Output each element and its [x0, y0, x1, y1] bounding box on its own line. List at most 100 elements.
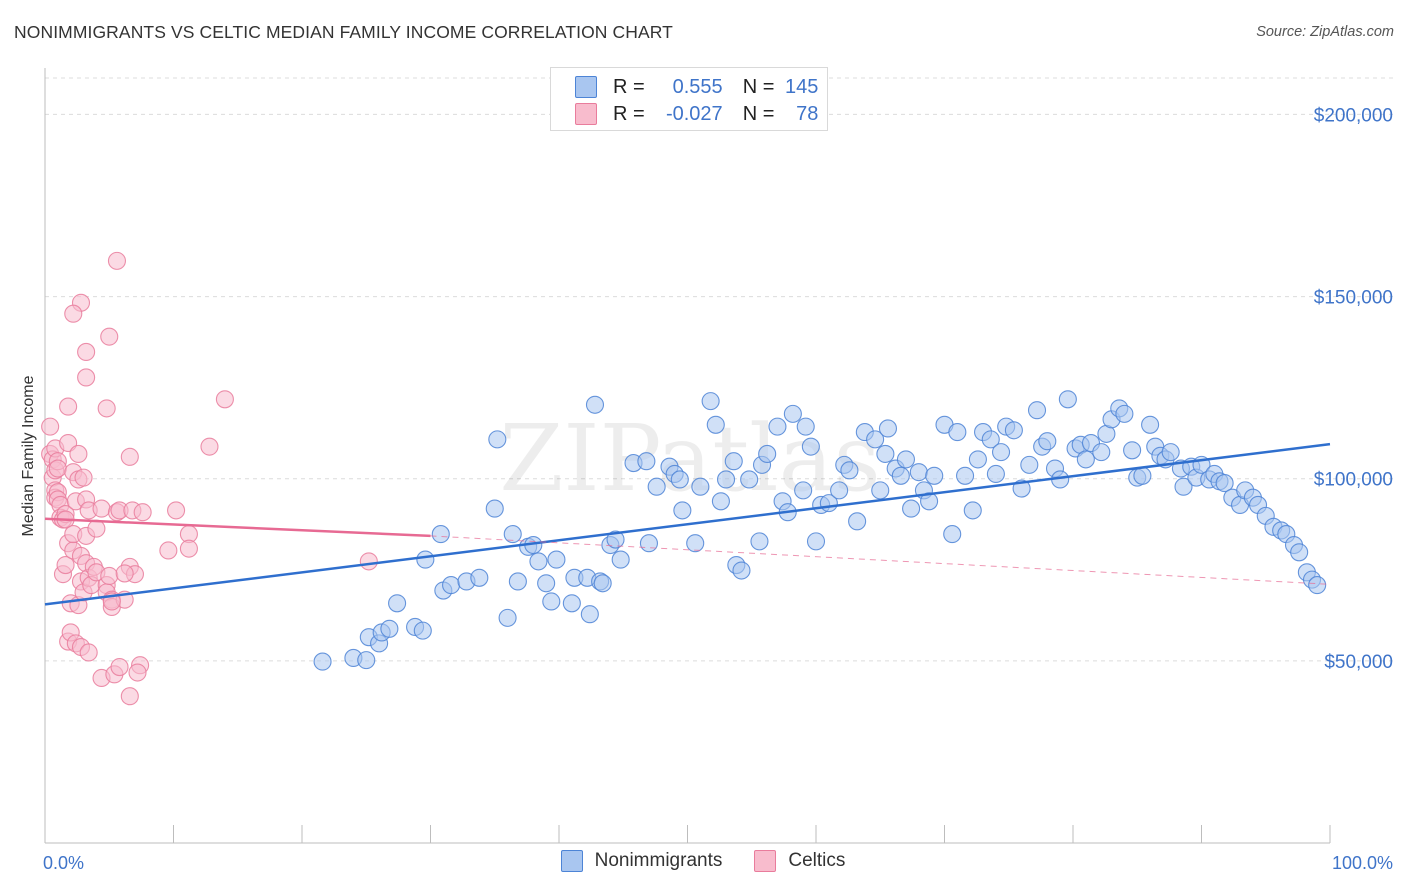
data-point-nonimmigrants — [1004, 421, 1023, 440]
data-point-nonimmigrants — [876, 444, 895, 463]
data-point-celtics — [100, 566, 119, 586]
data-point-nonimmigrants — [891, 466, 910, 485]
data-point-celtics — [128, 663, 147, 682]
data-point-nonimmigrants — [750, 532, 769, 551]
data-point-nonimmigrants — [840, 461, 859, 480]
data-point-celtics — [69, 444, 88, 463]
data-point-celtics — [179, 539, 198, 558]
legend-r-label: R = — [613, 102, 645, 125]
data-point-nonimmigrants — [848, 512, 867, 531]
data-point-nonimmigrants — [920, 492, 939, 511]
legend-item-celtics: Celtics — [754, 850, 845, 872]
data-point-celtics — [79, 643, 98, 662]
gridlines — [45, 77, 1395, 662]
data-point-nonimmigrants — [1115, 404, 1134, 423]
data-point-nonimmigrants — [611, 550, 630, 569]
y-axis-tick-labels: $50,000 $100,000 $150,000 $200,000 — [1314, 105, 1393, 672]
data-point-nonimmigrants — [585, 395, 605, 414]
data-point-nonimmigrants — [909, 463, 928, 482]
axes — [44, 68, 1331, 844]
legend-n-label: N = — [742, 102, 775, 125]
legend-r-value: -0.027 — [665, 102, 723, 125]
data-point-nonimmigrants — [1133, 466, 1152, 485]
x-tick-label: 0.0% — [43, 853, 84, 873]
data-point-nonimmigrants — [1076, 450, 1095, 469]
data-point-nonimmigrants — [1141, 415, 1160, 434]
data-point-nonimmigrants — [716, 470, 736, 489]
data-point-nonimmigrants — [806, 532, 826, 551]
data-point-nonimmigrants — [943, 525, 962, 544]
legend-n-value: 145 — [785, 75, 819, 98]
legend-swatch-celtics — [754, 850, 777, 872]
x-tick-label: 100.0% — [1332, 853, 1393, 873]
data-point-celtics — [97, 399, 116, 418]
correlation-legend: R = 0.555 N = 145 R = -0.027 N = 78 — [550, 67, 828, 131]
data-point-nonimmigrants — [968, 450, 987, 469]
data-point-nonimmigrants — [1290, 543, 1309, 562]
data-point-nonimmigrants — [732, 561, 751, 580]
trend-line-extension — [430, 535, 1331, 585]
data-point-nonimmigrants — [986, 464, 1005, 484]
data-point-nonimmigrants — [542, 592, 561, 611]
data-point-celtics — [59, 397, 78, 416]
data-point-nonimmigrants — [686, 534, 705, 553]
data-point-nonimmigrants — [1058, 390, 1077, 409]
data-point-nonimmigrants — [794, 481, 813, 500]
data-point-nonimmigrants — [357, 651, 376, 670]
data-point-celtics — [110, 657, 129, 677]
data-point-celtics — [107, 251, 127, 270]
data-point-nonimmigrants — [878, 419, 898, 438]
data-point-celtics — [74, 468, 93, 487]
data-point-celtics — [92, 499, 111, 518]
data-point-nonimmigrants — [485, 499, 504, 518]
data-point-nonimmigrants — [503, 525, 522, 544]
data-point-nonimmigrants — [758, 444, 777, 463]
y-axis-label: Median Family Income — [20, 375, 37, 536]
data-point-nonimmigrants — [547, 550, 566, 569]
y-tick-label: $150,000 — [1314, 288, 1393, 309]
data-point-nonimmigrants — [508, 572, 527, 591]
data-point-nonimmigrants — [783, 404, 802, 423]
data-point-nonimmigrants — [313, 652, 332, 671]
data-point-nonimmigrants — [637, 452, 656, 471]
data-point-nonimmigrants — [1020, 455, 1039, 474]
legend-r-label: R = — [613, 75, 645, 98]
y-tick-label: $50,000 — [1324, 652, 1393, 673]
data-point-nonimmigrants — [1174, 477, 1193, 496]
data-point-celtics — [120, 687, 139, 706]
watermark: ZIPatlas — [499, 405, 880, 512]
legend-label-nonimmigrants: Nonimmigrants — [594, 850, 723, 871]
data-point-nonimmigrants — [670, 470, 689, 489]
data-point-nonimmigrants — [647, 477, 666, 496]
data-point-nonimmigrants — [925, 466, 944, 485]
data-point-celtics — [120, 447, 139, 466]
data-point-nonimmigrants — [801, 437, 820, 456]
legend-n-value: 78 — [796, 102, 819, 125]
data-point-nonimmigrants — [1308, 576, 1327, 595]
data-point-nonimmigrants — [740, 470, 759, 489]
data-point-nonimmigrants — [711, 492, 730, 511]
data-point-nonimmigrants — [1161, 443, 1180, 462]
data-point-nonimmigrants — [768, 417, 787, 436]
data-point-nonimmigrants — [871, 481, 890, 500]
legend-item-nonimmigrants: Nonimmigrants — [560, 850, 723, 872]
data-point-nonimmigrants — [896, 450, 916, 469]
data-point-nonimmigrants — [1123, 441, 1142, 460]
trend-line-nonimmigrants — [44, 442, 1331, 606]
data-point-celtics — [77, 342, 96, 361]
data-point-nonimmigrants — [580, 605, 599, 624]
data-point-celtics — [159, 541, 178, 560]
data-point-nonimmigrants — [1038, 432, 1057, 451]
data-point-celtics — [115, 564, 134, 583]
trend-line-celtics — [44, 517, 431, 538]
data-point-celtics — [41, 417, 60, 436]
data-point-nonimmigrants — [413, 621, 432, 640]
data-point-celtics — [359, 552, 378, 571]
data-point-nonimmigrants — [537, 574, 556, 593]
data-point-nonimmigrants — [830, 481, 849, 500]
series-legend: Nonimmigrants Celtics — [0, 850, 1406, 872]
data-point-nonimmigrants — [991, 443, 1011, 462]
data-point-nonimmigrants — [1092, 443, 1111, 462]
data-point-nonimmigrants — [706, 415, 725, 434]
